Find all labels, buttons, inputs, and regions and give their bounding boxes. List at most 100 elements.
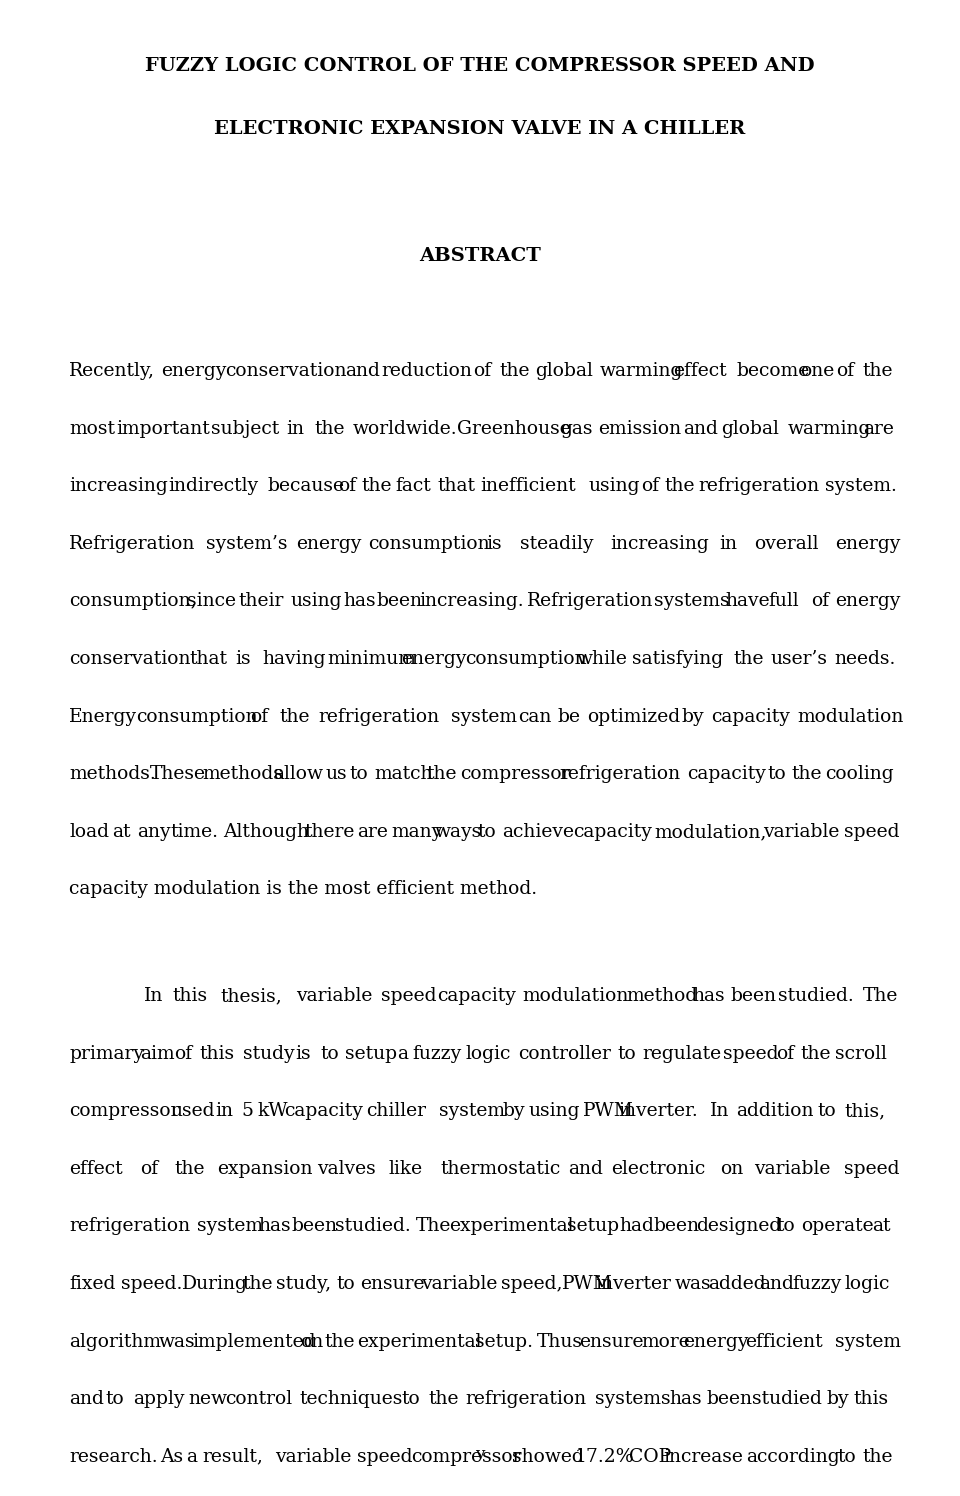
Text: modulation,: modulation, — [655, 823, 767, 841]
Text: can: can — [518, 708, 552, 726]
Text: efficient: efficient — [745, 1333, 823, 1351]
Text: fuzzy: fuzzy — [792, 1275, 842, 1293]
Text: designed: designed — [696, 1218, 781, 1236]
Text: at: at — [112, 823, 131, 841]
Text: reduction: reduction — [381, 362, 472, 380]
Text: thermostatic: thermostatic — [441, 1159, 561, 1177]
Text: the: the — [243, 1275, 274, 1293]
Text: time.: time. — [171, 823, 219, 841]
Text: of: of — [140, 1159, 158, 1177]
Text: in: in — [215, 1103, 233, 1121]
Text: energy: energy — [297, 536, 362, 554]
Text: increasing: increasing — [611, 536, 709, 554]
Text: compressor: compressor — [411, 1448, 521, 1466]
Text: full: full — [768, 592, 799, 610]
Text: setup: setup — [567, 1218, 619, 1236]
Text: aim: aim — [140, 1044, 176, 1062]
Text: according: according — [746, 1448, 839, 1466]
Text: variable: variable — [421, 1275, 497, 1293]
Text: methods: methods — [202, 766, 283, 784]
Text: this: this — [173, 987, 208, 1005]
Text: this: this — [853, 1390, 889, 1408]
Text: of: of — [473, 362, 492, 380]
Text: scroll: scroll — [834, 1044, 886, 1062]
Text: refrigeration: refrigeration — [698, 477, 819, 495]
Text: subject: subject — [211, 420, 279, 438]
Text: and: and — [684, 420, 718, 438]
Text: and: and — [568, 1159, 603, 1177]
Text: COP: COP — [629, 1448, 671, 1466]
Text: having: having — [262, 651, 326, 669]
Text: was: was — [158, 1333, 195, 1351]
Text: system: system — [834, 1333, 900, 1351]
Text: control: control — [225, 1390, 292, 1408]
Text: capacity: capacity — [283, 1103, 363, 1121]
Text: cooling: cooling — [826, 766, 894, 784]
Text: system’s: system’s — [206, 536, 288, 554]
Text: allow: allow — [274, 766, 324, 784]
Text: the: the — [792, 766, 822, 784]
Text: been: been — [707, 1390, 752, 1408]
Text: the: the — [863, 1448, 893, 1466]
Text: conservation: conservation — [69, 651, 191, 669]
Text: thesis,: thesis, — [220, 987, 282, 1005]
Text: Thus: Thus — [537, 1333, 583, 1351]
Text: minimum: minimum — [327, 651, 416, 669]
Text: Recently,: Recently, — [69, 362, 156, 380]
Text: there: there — [304, 823, 355, 841]
Text: system: system — [451, 708, 517, 726]
Text: capacity: capacity — [438, 987, 516, 1005]
Text: system: system — [197, 1218, 262, 1236]
Text: the: the — [733, 651, 764, 669]
Text: effect: effect — [69, 1159, 123, 1177]
Text: systems: systems — [595, 1390, 671, 1408]
Text: achieve: achieve — [502, 823, 574, 841]
Text: more: more — [641, 1333, 689, 1351]
Text: of: of — [810, 592, 828, 610]
Text: speed: speed — [357, 1448, 413, 1466]
Text: to: to — [320, 1044, 339, 1062]
Text: speed: speed — [381, 987, 436, 1005]
Text: increasing: increasing — [69, 477, 168, 495]
Text: ways: ways — [434, 823, 482, 841]
Text: logic: logic — [844, 1275, 889, 1293]
Text: The: The — [863, 987, 899, 1005]
Text: be: be — [557, 708, 580, 726]
Text: modulation: modulation — [522, 987, 629, 1005]
Text: implemented: implemented — [192, 1333, 316, 1351]
Text: and: and — [69, 1390, 104, 1408]
Text: variable: variable — [276, 1448, 351, 1466]
Text: PWM: PWM — [563, 1275, 613, 1293]
Text: consumption,: consumption, — [69, 592, 197, 610]
Text: like: like — [388, 1159, 422, 1177]
Text: global: global — [721, 420, 779, 438]
Text: become: become — [736, 362, 810, 380]
Text: apply: apply — [132, 1390, 184, 1408]
Text: of: of — [836, 362, 854, 380]
Text: increasing.: increasing. — [420, 592, 524, 610]
Text: added: added — [708, 1275, 765, 1293]
Text: expansion: expansion — [217, 1159, 313, 1177]
Text: most: most — [69, 420, 115, 438]
Text: of: of — [175, 1044, 193, 1062]
Text: gas: gas — [561, 420, 592, 438]
Text: energy: energy — [684, 1333, 749, 1351]
Text: ELECTRONIC EXPANSION VALVE IN A CHILLER: ELECTRONIC EXPANSION VALVE IN A CHILLER — [214, 120, 746, 138]
Text: overall: overall — [754, 536, 818, 554]
Text: increase: increase — [663, 1448, 744, 1466]
Text: consumption: consumption — [466, 651, 587, 669]
Text: experimental: experimental — [358, 1333, 482, 1351]
Text: the: the — [279, 708, 310, 726]
Text: the: the — [174, 1159, 204, 1177]
Text: to: to — [401, 1390, 420, 1408]
Text: user’s: user’s — [770, 651, 828, 669]
Text: was: was — [675, 1275, 711, 1293]
Text: to: to — [818, 1103, 837, 1121]
Text: the: the — [863, 362, 893, 380]
Text: indirectly: indirectly — [168, 477, 258, 495]
Text: regulate: regulate — [642, 1044, 722, 1062]
Text: The: The — [416, 1218, 451, 1236]
Text: research.: research. — [69, 1448, 157, 1466]
Text: fact: fact — [396, 477, 431, 495]
Text: warming: warming — [599, 362, 683, 380]
